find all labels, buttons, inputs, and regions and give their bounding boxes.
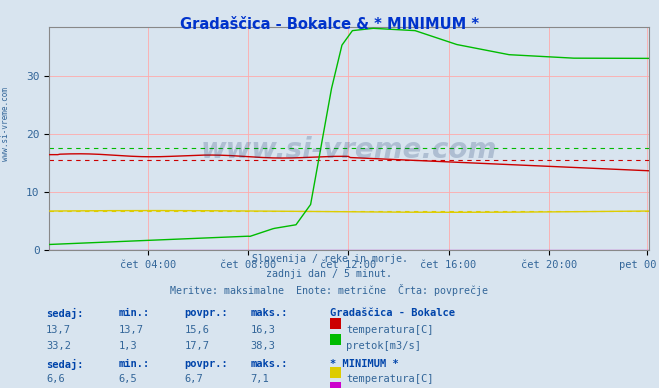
Text: www.si-vreme.com: www.si-vreme.com (201, 136, 498, 164)
Text: 38,3: 38,3 (250, 341, 275, 351)
Text: Slovenija / reke in morje.: Slovenija / reke in morje. (252, 254, 407, 264)
Text: sedaj:: sedaj: (46, 308, 84, 319)
Text: 13,7: 13,7 (119, 325, 144, 335)
Text: 6,6: 6,6 (46, 374, 65, 384)
Text: Gradaščica - Bokalce & * MINIMUM *: Gradaščica - Bokalce & * MINIMUM * (180, 17, 479, 33)
Text: povpr.:: povpr.: (185, 308, 228, 319)
Text: maks.:: maks.: (250, 308, 288, 319)
Text: povpr.:: povpr.: (185, 359, 228, 369)
Text: min.:: min.: (119, 308, 150, 319)
Text: 13,7: 13,7 (46, 325, 71, 335)
Text: min.:: min.: (119, 359, 150, 369)
Text: 33,2: 33,2 (46, 341, 71, 351)
Text: pretok[m3/s]: pretok[m3/s] (346, 341, 421, 351)
Text: Meritve: maksimalne  Enote: metrične  Črta: povprečje: Meritve: maksimalne Enote: metrične Črta… (171, 284, 488, 296)
Text: 6,7: 6,7 (185, 374, 203, 384)
Text: Gradaščica - Bokalce: Gradaščica - Bokalce (330, 308, 455, 319)
Text: 7,1: 7,1 (250, 374, 269, 384)
Text: temperatura[C]: temperatura[C] (346, 374, 434, 384)
Text: 6,5: 6,5 (119, 374, 137, 384)
Text: 17,7: 17,7 (185, 341, 210, 351)
Text: temperatura[C]: temperatura[C] (346, 325, 434, 335)
Text: maks.:: maks.: (250, 359, 288, 369)
Text: www.si-vreme.com: www.si-vreme.com (1, 87, 10, 161)
Text: 16,3: 16,3 (250, 325, 275, 335)
Text: 15,6: 15,6 (185, 325, 210, 335)
Text: sedaj:: sedaj: (46, 359, 84, 370)
Text: 1,3: 1,3 (119, 341, 137, 351)
Text: zadnji dan / 5 minut.: zadnji dan / 5 minut. (266, 269, 393, 279)
Text: * MINIMUM *: * MINIMUM * (330, 359, 398, 369)
